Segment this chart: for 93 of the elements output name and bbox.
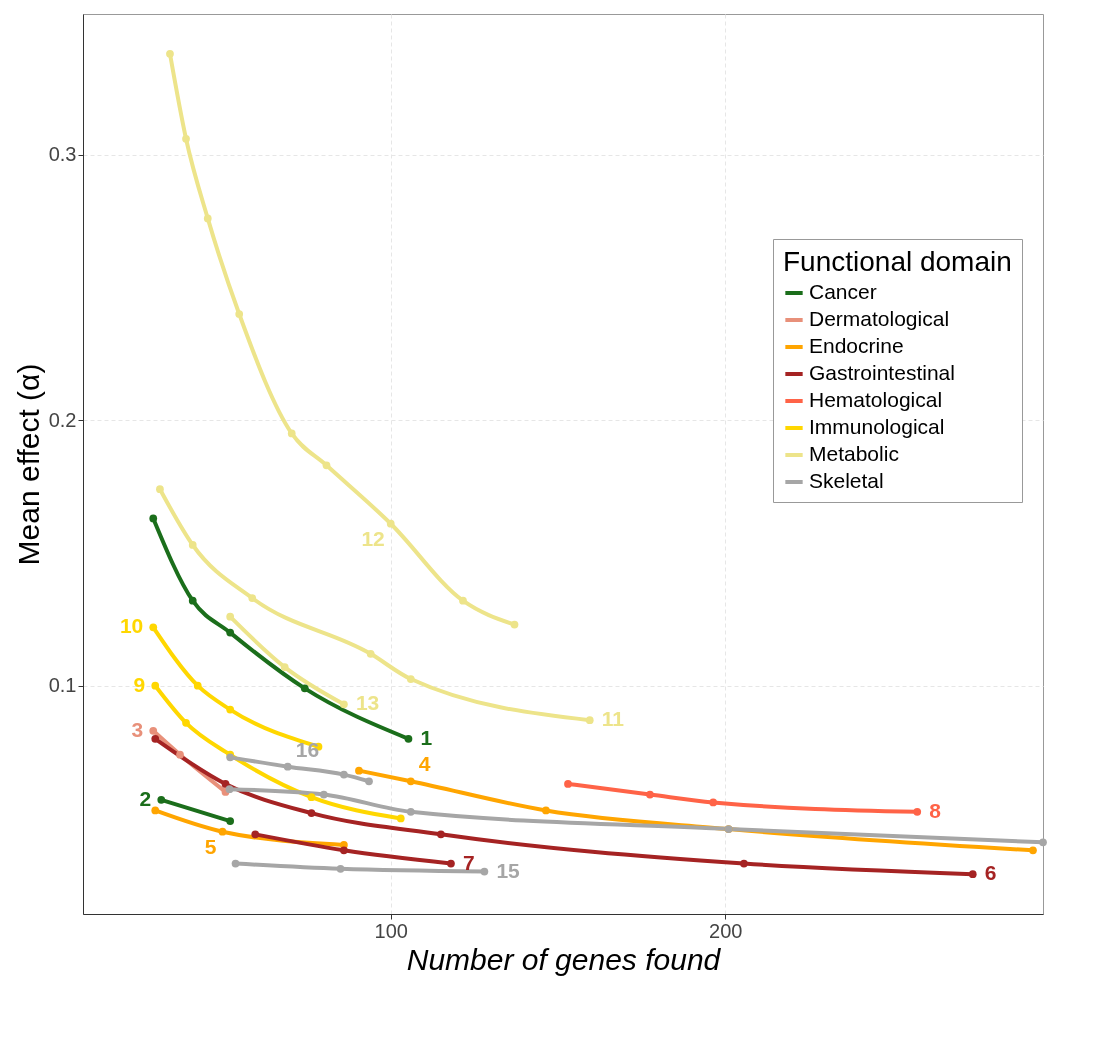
point	[437, 830, 445, 839]
point	[300, 684, 309, 693]
annotation: 13	[355, 691, 380, 715]
x-axis-title: Number of genes found	[406, 942, 722, 976]
point	[307, 809, 316, 817]
annotation: 2	[139, 786, 152, 810]
point	[188, 596, 197, 605]
point	[542, 806, 550, 815]
point	[386, 519, 395, 528]
point	[188, 541, 197, 549]
point	[355, 766, 363, 775]
point	[709, 798, 718, 807]
point	[157, 795, 166, 804]
point	[365, 777, 373, 786]
point	[319, 790, 328, 799]
annotation: 10	[119, 614, 144, 638]
point	[226, 628, 235, 637]
legend-label: Metabolic	[809, 442, 899, 465]
point	[182, 134, 190, 143]
legend-title: Functional domain	[783, 246, 1012, 277]
point	[182, 718, 190, 727]
point	[226, 705, 235, 714]
point	[406, 807, 415, 816]
point	[480, 867, 489, 876]
point	[646, 790, 654, 799]
y-tick-label: 0.3	[48, 143, 77, 166]
legend-label: Hematological	[809, 388, 943, 411]
annotation: 1	[420, 725, 433, 749]
x-tick-label: 200	[709, 919, 743, 942]
point	[287, 429, 296, 438]
annotation: 4	[418, 752, 431, 776]
point	[447, 859, 455, 868]
point	[235, 310, 244, 318]
point	[740, 859, 748, 868]
point	[406, 675, 415, 683]
legend-label: Skeletal	[809, 469, 884, 492]
legend-label: Cancer	[809, 280, 877, 303]
annotation: 3	[131, 717, 144, 741]
point	[404, 734, 413, 743]
point	[151, 681, 160, 690]
legend-label: Immunological	[809, 415, 945, 438]
point	[1029, 846, 1037, 855]
point	[459, 596, 467, 605]
point	[406, 777, 415, 786]
point	[193, 681, 202, 690]
point	[510, 620, 519, 629]
annotation: 11	[601, 707, 625, 731]
point	[340, 770, 348, 779]
legend-label: Dermatological	[809, 307, 950, 330]
point	[340, 700, 348, 709]
annotation: 9	[133, 672, 146, 696]
point	[218, 827, 227, 836]
point	[248, 594, 257, 602]
point	[340, 846, 348, 855]
point	[151, 806, 160, 815]
annotation: 5	[204, 834, 217, 858]
y-tick-label: 0.2	[48, 408, 77, 431]
point	[226, 612, 235, 621]
point	[151, 734, 160, 743]
annotation: 6	[984, 861, 997, 885]
point	[203, 214, 212, 223]
legend-label: Endocrine	[809, 334, 904, 357]
point	[251, 830, 260, 839]
annotation: 15	[496, 858, 521, 882]
point	[1039, 838, 1047, 847]
point	[322, 461, 331, 470]
point	[280, 663, 289, 671]
point	[176, 750, 184, 759]
point	[366, 649, 375, 658]
annotation: 8	[929, 798, 942, 822]
y-tick-label: 0.1	[48, 674, 77, 697]
annotation: 12	[361, 526, 385, 550]
x-tick-label: 100	[374, 919, 408, 942]
point	[913, 807, 922, 816]
point	[968, 870, 977, 879]
point	[585, 716, 594, 725]
point	[221, 780, 230, 788]
point	[149, 623, 158, 632]
point	[307, 793, 316, 802]
point	[156, 485, 164, 494]
point	[166, 49, 174, 58]
point	[225, 785, 234, 794]
point	[149, 514, 158, 523]
point	[149, 726, 158, 735]
point	[226, 817, 235, 825]
point	[564, 780, 572, 788]
point	[396, 814, 405, 823]
point	[283, 762, 292, 771]
legend-label: Gastrointestinal	[809, 361, 955, 384]
annotation: 7	[462, 850, 475, 874]
point	[231, 859, 240, 868]
y-axis-title: Mean effect (α)	[11, 363, 45, 566]
point	[336, 865, 345, 873]
